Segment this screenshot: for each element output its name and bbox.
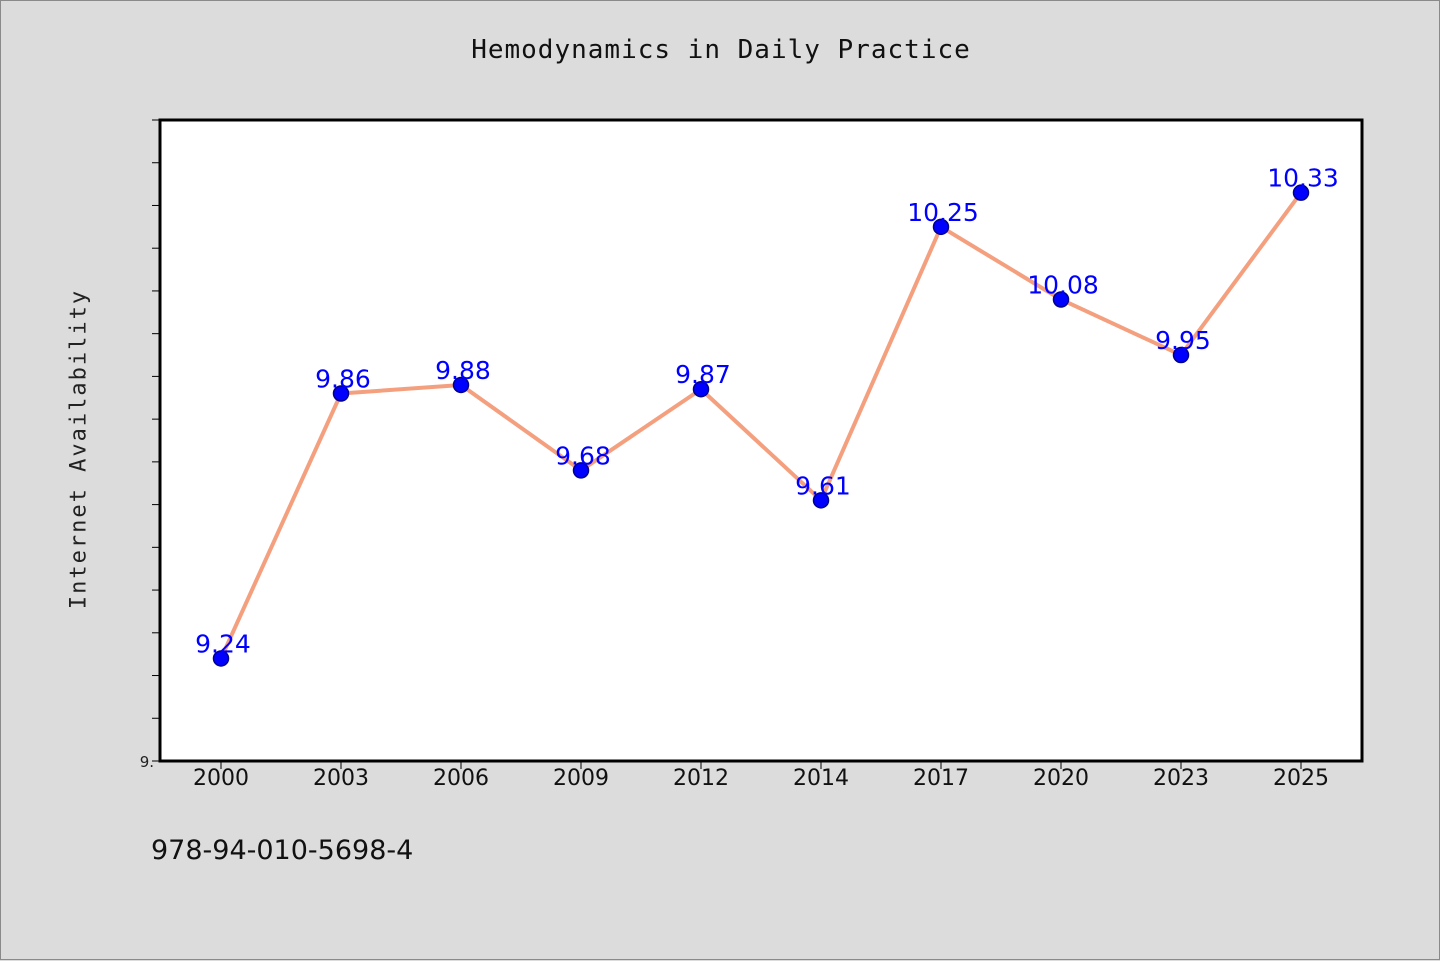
x-tick-label: 2009 <box>553 766 609 791</box>
data-point-marker <box>572 462 590 479</box>
data-label: 10.33 <box>1267 164 1339 193</box>
data-label: 9.61 <box>795 471 851 500</box>
data-label: 10.25 <box>907 198 979 227</box>
data-label: 9.86 <box>315 364 371 393</box>
data-label: 9.68 <box>555 441 611 470</box>
series-line <box>219 190 1303 661</box>
x-tick-label: 2014 <box>793 766 849 791</box>
footer-code: 978-94-010-5698-4 <box>151 835 414 866</box>
y-tick-label: 9. <box>140 753 154 771</box>
x-tick-label: 2023 <box>1153 766 1209 791</box>
data-point-marker <box>812 492 830 509</box>
x-tick-label: 2006 <box>433 766 489 791</box>
data-label: 9.88 <box>435 356 491 385</box>
data-point-marker <box>692 380 710 398</box>
x-tick-label: 2020 <box>1033 766 1089 791</box>
data-label: 9.87 <box>675 360 731 389</box>
data-point-marker <box>1292 184 1310 201</box>
chart-title: Hemodynamics in Daily Practice <box>471 35 971 65</box>
x-tick-label: 2012 <box>673 766 729 791</box>
data-label: 10.08 <box>1027 270 1099 299</box>
data-label: 9.24 <box>195 629 251 658</box>
x-tick-label: 2003 <box>313 766 369 791</box>
data-point-marker <box>1172 346 1190 364</box>
x-tick-label: 2017 <box>913 766 969 791</box>
data-label: 9.95 <box>1155 326 1211 355</box>
data-point-marker <box>212 650 230 667</box>
data-point-marker <box>932 218 950 236</box>
x-tick-label: 2025 <box>1273 766 1329 791</box>
x-tick-label: 2000 <box>193 766 249 791</box>
data-point-marker <box>1052 291 1070 308</box>
data-point-marker <box>452 376 470 394</box>
plot-area <box>158 118 1364 763</box>
data-point-marker <box>332 385 350 402</box>
